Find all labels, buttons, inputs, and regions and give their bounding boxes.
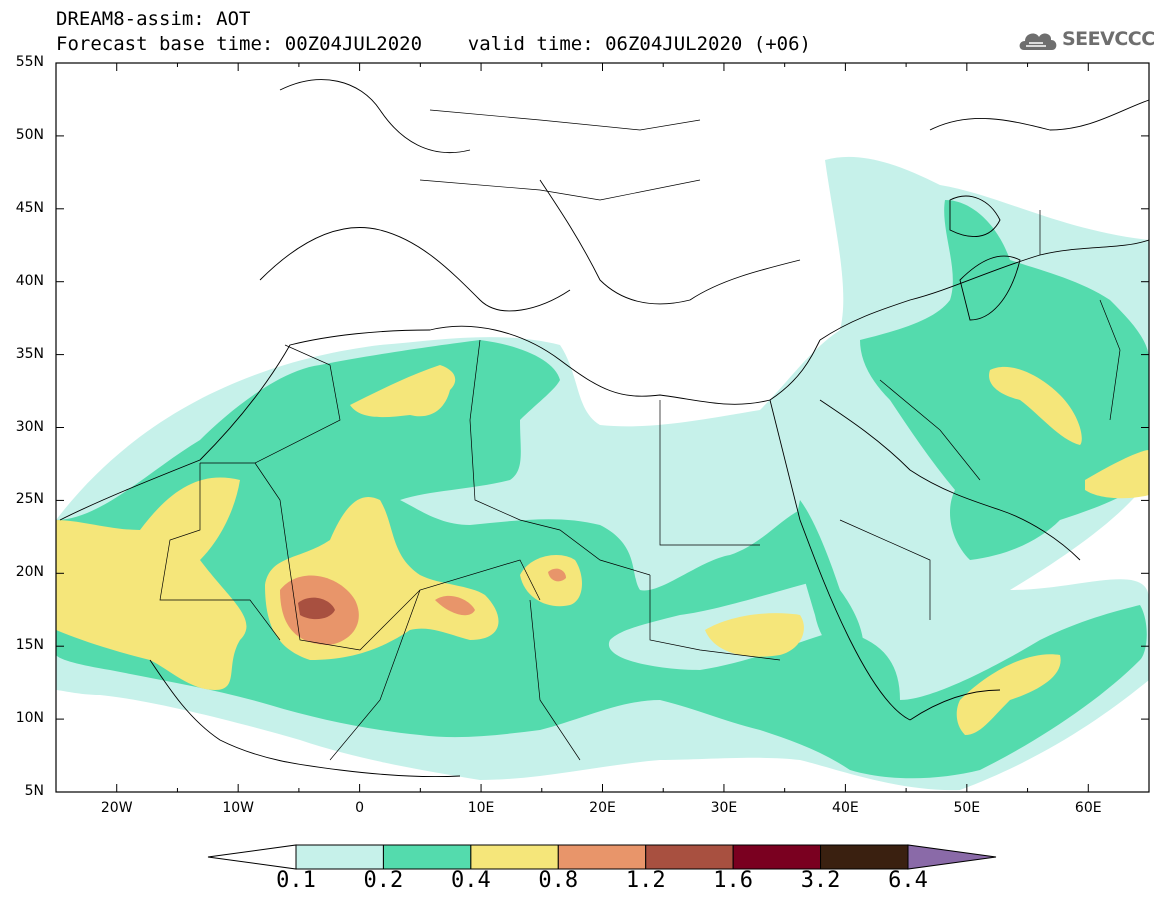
aot-band-0.4-chad [520, 555, 582, 607]
lon-label: 0 [355, 800, 365, 816]
lon-label: 10E [467, 800, 495, 816]
colorbar-swatch [470, 844, 559, 870]
colorbar-swatch [645, 844, 734, 870]
lat-label: 5N [24, 783, 44, 799]
colorbar-label: 6.4 [888, 868, 928, 893]
aot-band-0.4-iran [989, 366, 1082, 445]
lon-label: 10W [222, 800, 254, 816]
colorbar [207, 844, 997, 870]
country-borders [159, 109, 1121, 761]
aot-band-0.4-sudan [705, 613, 804, 657]
aot-band-0.2 [56, 340, 1147, 779]
lat-label: 35N [15, 345, 44, 362]
lon-label: 50E [953, 800, 981, 816]
colorbar-swatch [382, 844, 472, 870]
lon-label: 60E [1074, 800, 1102, 816]
aot-band-0.4-gulf [1085, 450, 1149, 499]
lat-label: 25N [15, 491, 44, 508]
aot-band-0.8-b [435, 595, 475, 616]
aot-band-0.8-c [548, 568, 566, 582]
colorbar-swatch [295, 844, 384, 870]
colorbar-label: 1.6 [713, 868, 754, 893]
axis-ticks [55, 62, 1150, 793]
lat-label: 30N [15, 418, 44, 435]
lat-label: 55N [15, 54, 44, 70]
aot-band-0.4-somalia [956, 654, 1061, 735]
map-title: DREAM8-assim: AOT [56, 8, 251, 30]
aot-band-1.2 [298, 597, 335, 620]
lat-label: 10N [15, 710, 44, 727]
colorbar-label: 0.1 [276, 868, 316, 893]
lat-label: 40N [15, 272, 44, 289]
colorbar-high-arrow [907, 844, 997, 870]
colorbar-swatch [820, 844, 909, 870]
lat-label: 15N [15, 637, 44, 654]
colorbar-label: 0.2 [363, 868, 404, 893]
colorbar-label: 0.4 [450, 868, 491, 893]
colorbar-label: 3.2 [800, 868, 841, 893]
colorbar-swatch [557, 844, 647, 870]
aot-band-0.2-redsea [796, 500, 864, 660]
colorbar-swatch [732, 844, 822, 870]
colorbar-label: 0.8 [538, 868, 579, 893]
cloud-icon [1019, 33, 1057, 50]
lon-label: 20W [100, 800, 133, 816]
forecast-times: Forecast base time: 00Z04JUL2020 valid t… [56, 33, 811, 55]
colorbar-low-arrow [207, 844, 297, 870]
lat-label: 45N [15, 199, 44, 216]
lat-label: 20N [15, 564, 44, 581]
coastlines [59, 79, 1149, 778]
lon-label: 40E [832, 800, 859, 816]
aot-contours [56, 156, 1149, 791]
aot-band-0.4-atlas [350, 365, 456, 418]
seevccc-logo: SEEVCCC [1016, 24, 1155, 54]
colorbar-label: 1.2 [625, 868, 666, 893]
lat-label: 50N [15, 126, 44, 143]
lon-label: 20E [589, 800, 616, 816]
logo-text: SEEVCCC [1062, 28, 1155, 50]
lon-label: 30E [710, 800, 738, 816]
